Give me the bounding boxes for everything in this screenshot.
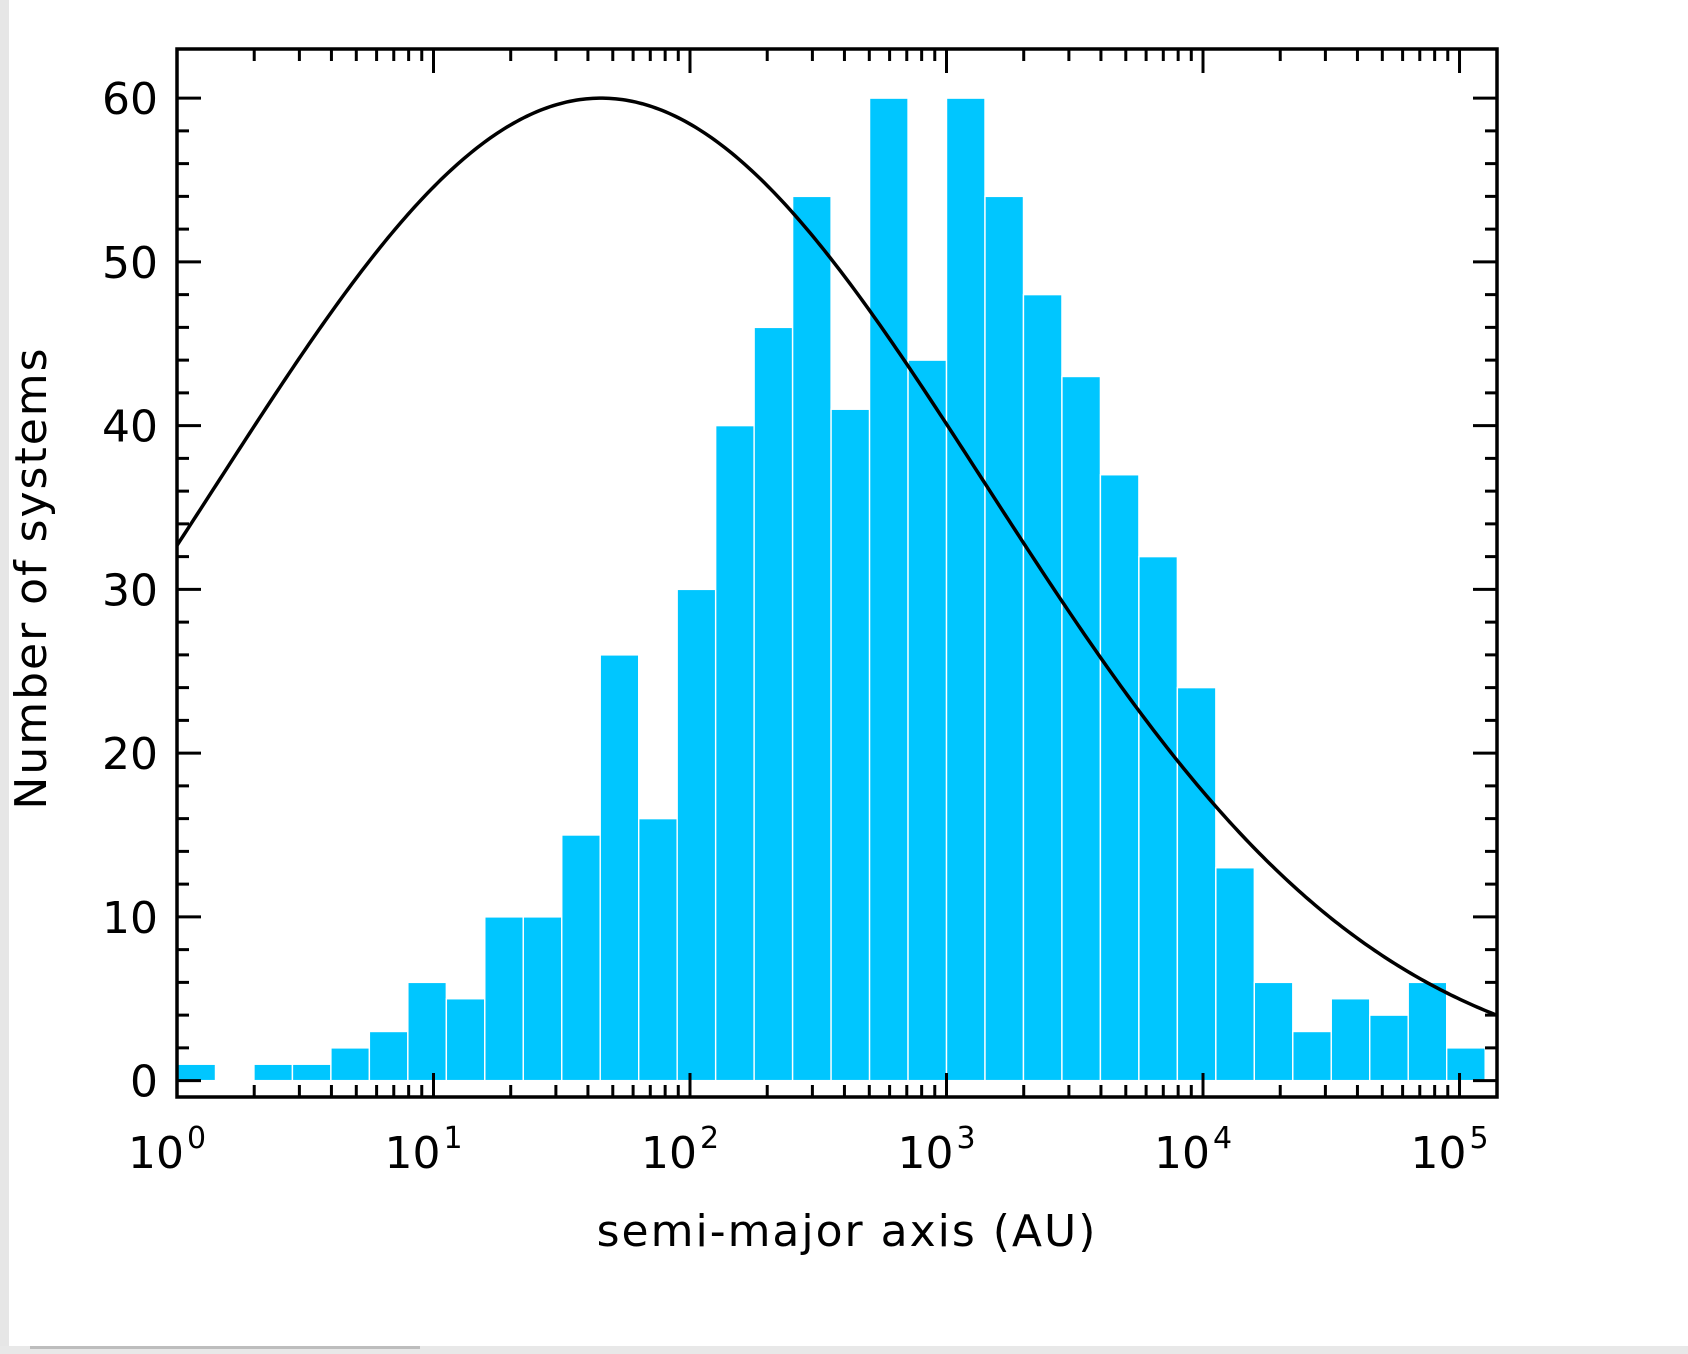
histogram-bar (676, 588, 717, 1082)
histogram-bar (1253, 981, 1294, 1082)
histogram-bar (561, 834, 601, 1082)
histogram-bar (714, 424, 755, 1082)
histogram-bar (368, 1030, 409, 1082)
histogram-bar (1176, 686, 1217, 1082)
x-axis-title: semi-major axis (AU) (597, 1206, 1098, 1257)
histogram-bar (1369, 1014, 1409, 1082)
histogram-bar (330, 1047, 371, 1082)
histogram-bar (176, 1063, 217, 1082)
histogram-bar (484, 916, 524, 1082)
histogram-bar (638, 817, 678, 1082)
histogram-bar (791, 195, 832, 1082)
histogram-bar (253, 1063, 294, 1082)
histogram-bar (291, 1063, 332, 1082)
y-tick-label: 0 (130, 1057, 158, 1108)
histogram-bar (1407, 981, 1448, 1082)
fit-curve (175, 96, 1498, 1017)
histogram-bar (945, 97, 986, 1082)
x-tick-label: 10 1 (384, 1121, 462, 1179)
y-axis-title: Number of systems (6, 346, 57, 809)
histogram-bar (1138, 555, 1179, 1082)
x-tick-label: 10 2 (641, 1121, 719, 1179)
window-edge-left (0, 0, 9, 1354)
histogram-bar (445, 998, 486, 1082)
histogram-bar (1292, 1030, 1332, 1082)
window-edge-bottom (0, 1346, 1688, 1354)
histogram-bar (1445, 1047, 1486, 1082)
plot-frame (175, 47, 1499, 1099)
histogram-bar (1022, 293, 1063, 1082)
histogram-bar (1215, 867, 1256, 1082)
x-tick-label: 10 4 (1154, 1121, 1232, 1179)
y-tick-label: 30 (102, 565, 158, 616)
histogram-bar (907, 359, 948, 1082)
histogram-bar (599, 654, 640, 1082)
y-tick-label: 60 (102, 74, 158, 125)
y-tick-label: 20 (102, 729, 158, 780)
histogram-bar (1061, 375, 1102, 1082)
histogram-bars (176, 97, 1486, 1082)
x-tick-labels: 10 0 10 1 10 2 10 3 10 4 10 5 (128, 1121, 1489, 1179)
histogram-bar (1099, 474, 1140, 1082)
histogram-bar (868, 97, 909, 1082)
histogram-bar (522, 916, 563, 1082)
histogram-bar (984, 195, 1025, 1082)
y-tick-label: 10 (102, 893, 158, 944)
x-tick-label: 10 0 (128, 1121, 206, 1179)
histogram-bar (830, 408, 871, 1082)
y-tick-labels: 0 10 20 30 40 50 60 (102, 74, 158, 1108)
histogram-bar (1330, 998, 1371, 1082)
x-tick-label: 10 3 (897, 1121, 975, 1179)
axis-ticks (175, 49, 1497, 1097)
x-tick-label: 10 5 (1410, 1121, 1488, 1179)
y-tick-label: 40 (102, 402, 158, 453)
y-tick-label: 50 (102, 238, 158, 289)
scrollbar-thumb[interactable] (30, 1346, 420, 1349)
histogram-bar (753, 326, 794, 1082)
histogram-bar (407, 981, 448, 1082)
